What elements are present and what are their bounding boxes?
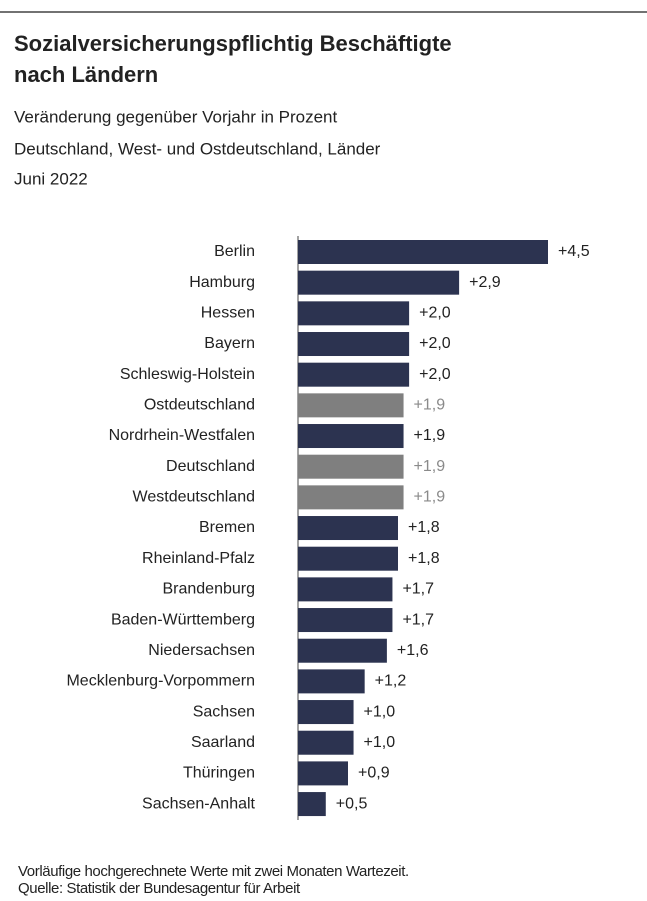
category-label: Bayern xyxy=(204,335,255,352)
bar xyxy=(298,270,460,295)
category-label: Deutschland xyxy=(166,458,255,475)
bar xyxy=(298,424,404,449)
value-label: +1,9 xyxy=(414,427,446,444)
chart-title: Sozialversicherungspflichtig Beschäftigt… xyxy=(14,31,452,56)
chart-title-line2: nach Ländern xyxy=(14,62,158,87)
category-label: Mecklenburg-Vorpommern xyxy=(66,673,255,690)
bar xyxy=(298,608,393,633)
bar xyxy=(298,362,410,387)
value-label: +1,9 xyxy=(414,489,446,506)
value-label: +1,8 xyxy=(408,519,440,536)
value-label: +1,6 xyxy=(397,642,429,659)
bar xyxy=(298,700,354,725)
bar xyxy=(298,669,365,694)
value-label: +1,7 xyxy=(402,611,434,628)
category-label: Baden-Württemberg xyxy=(111,611,255,628)
bar xyxy=(298,393,404,418)
bar xyxy=(298,516,398,541)
subtitle: Juni 2022 xyxy=(14,169,88,188)
value-label: +1,2 xyxy=(375,673,407,690)
bar xyxy=(298,577,393,602)
bar xyxy=(298,730,354,755)
value-label: +2,0 xyxy=(419,305,451,322)
value-label: +4,5 xyxy=(558,243,590,260)
category-label: Rheinland-Pfalz xyxy=(142,550,255,567)
category-label: Schleswig-Holstein xyxy=(120,366,255,383)
value-label: +0,5 xyxy=(336,795,368,812)
category-label: Bremen xyxy=(199,519,255,536)
value-label: +1,8 xyxy=(408,550,440,567)
category-label: Niedersachsen xyxy=(148,642,255,659)
footnote: Vorläufige hochgerechnete Werte mit zwei… xyxy=(18,863,409,880)
category-label: Hamburg xyxy=(189,274,255,291)
value-label: +1,0 xyxy=(364,703,396,720)
category-label: Berlin xyxy=(214,243,255,260)
bar xyxy=(298,761,348,786)
category-label: Brandenburg xyxy=(162,581,255,598)
category-label: Westdeutschland xyxy=(133,489,255,506)
bar xyxy=(298,792,326,817)
bar xyxy=(298,546,398,571)
value-label: +1,7 xyxy=(402,581,434,598)
category-label: Sachsen-Anhalt xyxy=(142,795,256,812)
subtitle: Deutschland, West- und Ostdeutschland, L… xyxy=(14,139,381,158)
value-label: +2,0 xyxy=(419,335,451,352)
value-label: +2,0 xyxy=(419,366,451,383)
value-label: +1,9 xyxy=(414,458,446,475)
category-label: Thüringen xyxy=(183,765,255,782)
value-label: +2,9 xyxy=(469,274,501,291)
subtitle: Veränderung gegenüber Vorjahr in Prozent xyxy=(14,107,338,126)
value-label: +1,9 xyxy=(414,397,446,414)
bar xyxy=(298,301,410,326)
category-label: Saarland xyxy=(191,734,255,751)
value-label: +0,9 xyxy=(358,765,390,782)
bar xyxy=(298,638,387,663)
category-label: Ostdeutschland xyxy=(144,397,255,414)
source: Quelle: Statistik der Bundesagentur für … xyxy=(18,880,301,897)
value-label: +1,0 xyxy=(364,734,396,751)
bar xyxy=(298,454,404,479)
bar xyxy=(298,332,410,357)
bar xyxy=(298,240,548,264)
category-label: Nordrhein-Westfalen xyxy=(109,427,255,444)
bar xyxy=(298,485,404,510)
category-label: Sachsen xyxy=(193,703,255,720)
category-label: Hessen xyxy=(201,305,255,322)
